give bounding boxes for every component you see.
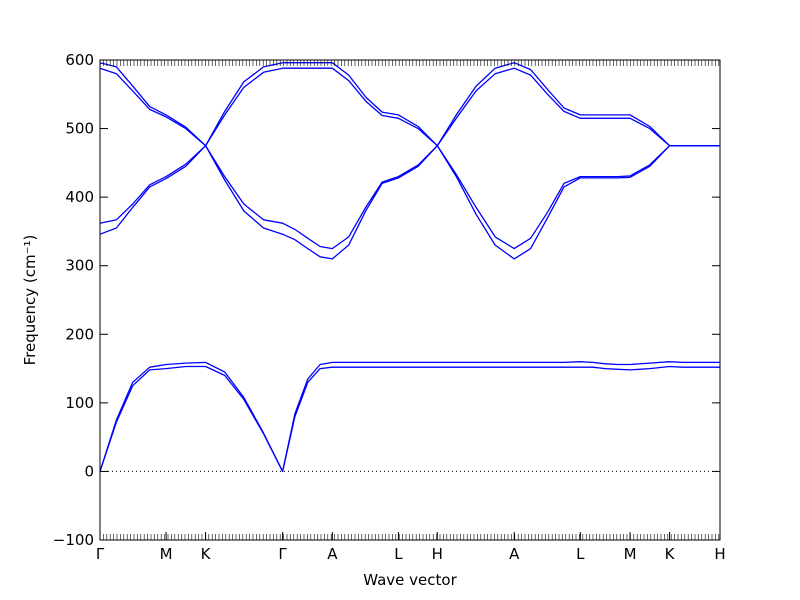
band-line-4: [99, 145, 720, 250]
x-tick-label: H: [432, 545, 443, 563]
y-tick-label: 600: [65, 51, 94, 69]
band-line-1: [99, 365, 720, 473]
x-tick-label: Γ: [278, 545, 287, 563]
x-tick-label: Γ: [96, 545, 105, 563]
series-layer: [99, 62, 720, 473]
x-tick-label: M: [160, 545, 173, 563]
x-tick-label: M: [624, 545, 637, 563]
y-tick-label: 500: [65, 120, 94, 138]
y-tick-label: −100: [53, 531, 94, 549]
x-tick-label: K: [665, 545, 676, 563]
plot-frame: [99, 59, 721, 541]
band-line-6: [99, 62, 720, 147]
y-axis-label: Frequency (cm⁻¹): [21, 235, 39, 366]
x-axis-label: Wave vector: [363, 571, 457, 589]
x-tick-label: A: [327, 545, 338, 563]
y-tick-label: 200: [65, 325, 94, 343]
minor-ticks: [99, 60, 720, 540]
y-tick-label: 0: [84, 462, 94, 480]
band-line-2: [99, 361, 720, 473]
y-tick-label: 300: [65, 257, 94, 275]
y-tick-label: 100: [65, 394, 94, 412]
x-tick-label: H: [714, 545, 725, 563]
band-line-3: [99, 145, 720, 260]
y-axis-ticks: −100 0 100 200 300 400 500 600: [53, 51, 720, 549]
x-tick-label: A: [509, 545, 520, 563]
x-tick-label: K: [201, 545, 212, 563]
x-tick-label: L: [394, 545, 403, 563]
x-tick-label: L: [576, 545, 585, 563]
y-tick-label: 400: [65, 188, 94, 206]
